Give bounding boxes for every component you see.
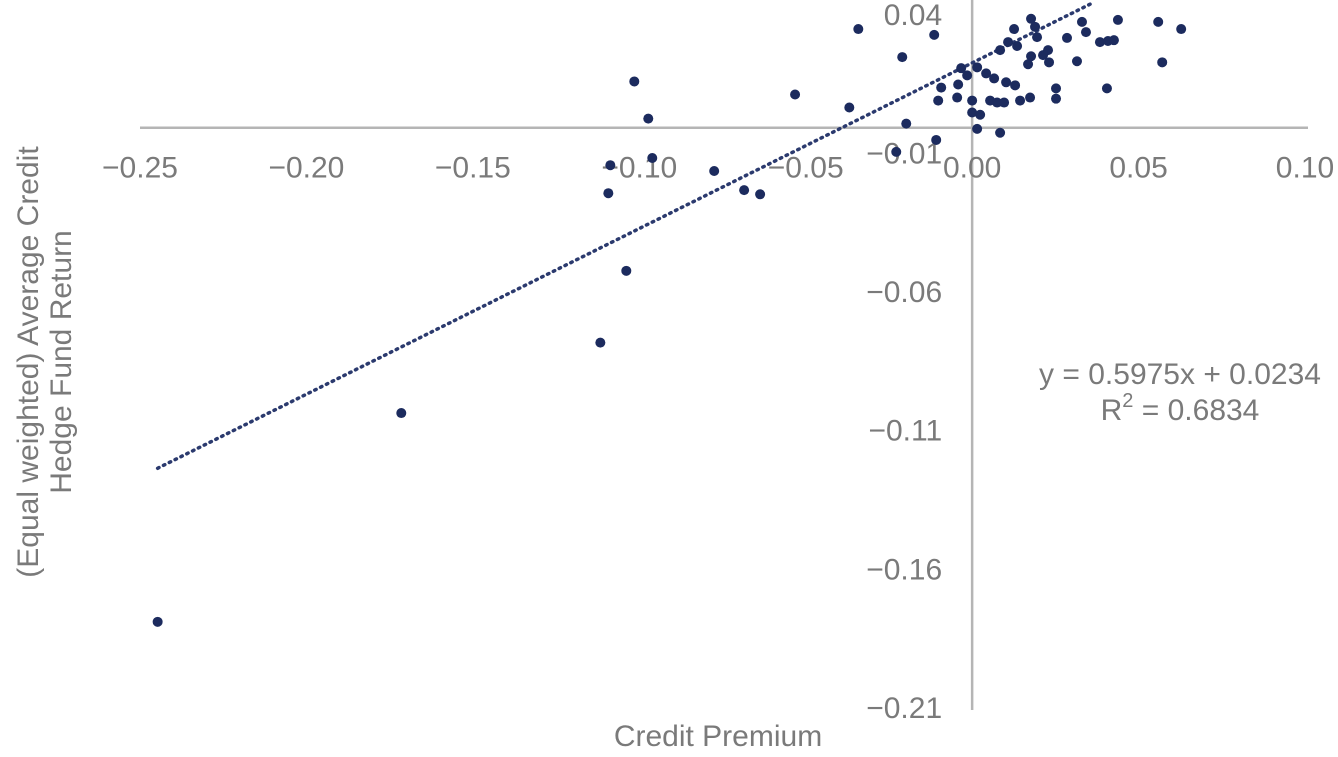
point [1030, 21, 1041, 32]
r-squared: R2 = 0.6834 [1101, 390, 1260, 427]
point [972, 123, 983, 134]
point [952, 92, 963, 103]
point [1032, 32, 1043, 43]
point [755, 189, 766, 200]
point [739, 185, 750, 196]
y-tick-label: 0.04 [884, 0, 942, 32]
x-tick-label: 0.00 [943, 152, 1001, 185]
point [995, 127, 1006, 138]
trendline [155, 1, 1095, 471]
point [152, 616, 163, 627]
point [1010, 80, 1021, 91]
point [629, 76, 640, 87]
point [709, 166, 720, 177]
r2-text: = 0.6834 [1133, 394, 1259, 427]
y-tick-label: −0.01 [866, 137, 942, 170]
point [1153, 16, 1164, 27]
y-axis-label-line: (Equal weighted) Average Credit [12, 146, 45, 578]
point [975, 109, 986, 120]
point [967, 107, 978, 118]
y-tick-label: −0.11 [868, 415, 942, 448]
point [1026, 13, 1037, 24]
point [901, 118, 912, 129]
point [1012, 40, 1023, 51]
point [1076, 16, 1087, 27]
point [981, 68, 992, 79]
point [853, 24, 864, 35]
point [962, 70, 973, 81]
point [1062, 32, 1073, 43]
y-tick-label: −0.06 [866, 276, 942, 309]
point [989, 73, 1000, 84]
point [396, 408, 407, 419]
y-axis-label-line: Hedge Fund Return [45, 230, 78, 494]
point [1003, 37, 1014, 48]
point [1157, 57, 1168, 68]
point [1176, 24, 1187, 35]
point [1112, 14, 1123, 25]
point [931, 134, 942, 145]
point [1101, 83, 1112, 94]
point [1009, 24, 1020, 35]
point [897, 52, 908, 63]
point [1051, 93, 1062, 104]
r2-symbol: R [1101, 394, 1123, 427]
point [933, 95, 944, 106]
point [647, 152, 658, 163]
point [1026, 51, 1037, 62]
point [643, 113, 654, 124]
point [1025, 92, 1036, 103]
x-tick-label: −0.05 [768, 152, 844, 185]
point [956, 63, 967, 74]
x-tick-label: −0.15 [435, 152, 511, 185]
point [891, 146, 902, 157]
point [1015, 95, 1026, 106]
x-tick-label: 0.10 [1276, 152, 1334, 185]
point [1051, 83, 1062, 94]
point [999, 97, 1010, 108]
x-tick-label: −0.20 [268, 152, 344, 185]
point [1108, 35, 1119, 46]
point [953, 79, 964, 90]
point [1080, 27, 1091, 38]
point [992, 97, 1003, 108]
y-axis-label: (Equal weighted) Average Credit Hedge Fu… [12, 146, 78, 578]
point [1023, 59, 1034, 70]
point [995, 45, 1006, 56]
point [605, 160, 616, 171]
point [595, 337, 606, 348]
point [1044, 57, 1055, 68]
trend-equation: y = 0.5975x + 0.0234 [1039, 358, 1321, 391]
point [929, 29, 940, 40]
y-tick-label: −0.21 [866, 692, 942, 725]
x-tick-label: 0.05 [1109, 152, 1167, 185]
point [936, 82, 947, 93]
x-axis-label: Credit Premium [614, 720, 822, 753]
point [603, 188, 614, 199]
point [1094, 37, 1105, 48]
r2-exponent: 2 [1122, 390, 1133, 412]
point [967, 95, 978, 106]
point [790, 89, 801, 100]
point [1043, 45, 1054, 56]
y-tick-label: −0.16 [866, 553, 942, 586]
point [1001, 77, 1012, 88]
point [844, 102, 855, 113]
x-tick-label: −0.25 [102, 152, 178, 185]
point [1071, 56, 1082, 67]
point [972, 62, 983, 73]
point [621, 265, 632, 276]
